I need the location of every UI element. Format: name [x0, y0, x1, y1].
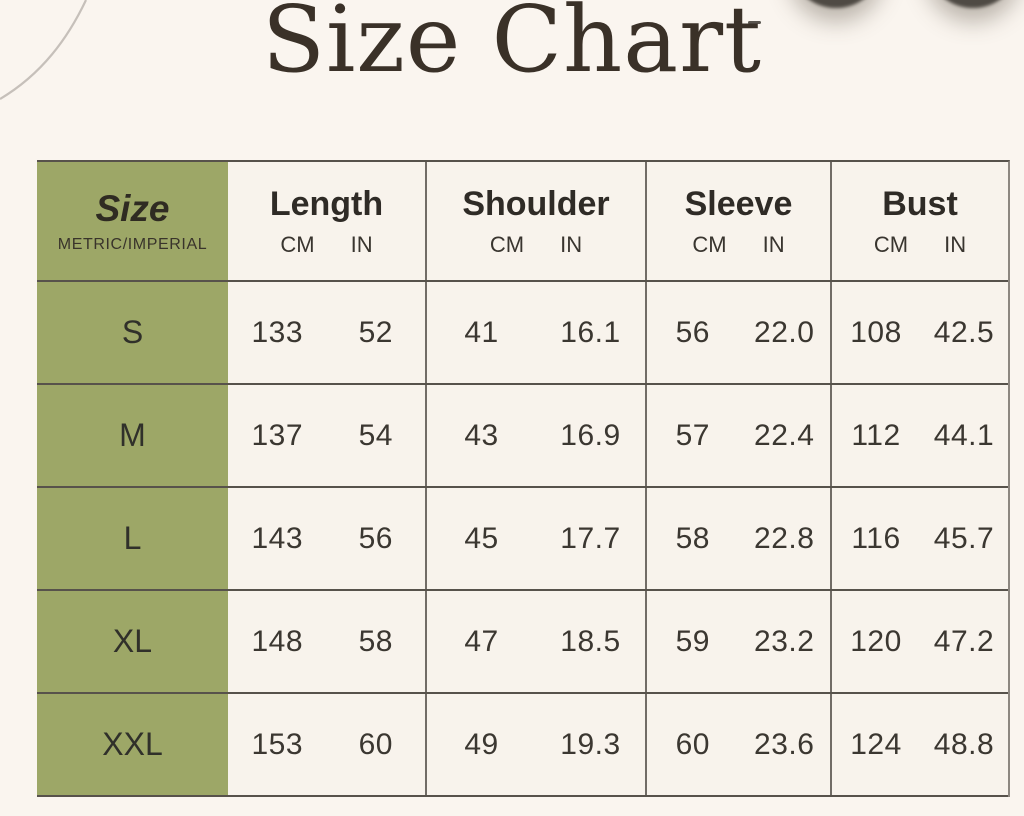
- length-cell: 143 56: [251, 521, 393, 555]
- length-column-header: Length CM IN: [269, 184, 384, 257]
- size-cell: M: [37, 385, 228, 486]
- length-cell: 148 58: [251, 624, 393, 658]
- sleeve-cell: 57 22.4: [645, 385, 830, 486]
- bust-cell: 116 45.7: [830, 488, 1008, 589]
- length-cell: 153 60: [251, 727, 393, 761]
- bust-cell: 120 47.2: [830, 591, 1008, 692]
- shoulder-column-header: Shoulder CM IN: [425, 162, 645, 280]
- table-header-row: Size METRIC/IMPERIAL Length CM IN Should…: [37, 162, 1008, 282]
- shoulder-cell: 41 16.1: [425, 282, 645, 383]
- length-cell: 137 54: [251, 418, 393, 452]
- length-units: CM IN: [280, 231, 373, 257]
- shoulder-cell: 49 19.3: [425, 694, 645, 795]
- sleeve-cell: 58 22.8: [645, 488, 830, 589]
- bust-cell: 108 42.5: [830, 282, 1008, 383]
- shoulder-cell: 43 16.9: [425, 385, 645, 486]
- shoulder-cell: 47 18.5: [425, 591, 645, 692]
- table-row: L 143 56 45 17.7 58 22.8 116 45.7: [37, 488, 1008, 591]
- size-cell: XL: [37, 591, 228, 692]
- table-row: XXL 153 60 49 19.3 60 23.6 124 48.8: [37, 694, 1008, 797]
- size-cell: L: [37, 488, 228, 589]
- decorative-dash: [748, 21, 761, 24]
- shoulder-units: CM IN: [489, 231, 583, 257]
- page-title: Size Chart: [261, 0, 763, 93]
- bust-units: CM IN: [873, 231, 967, 257]
- table-row: S 133 52 41 16.1 56 22.0 108 42.5: [37, 282, 1008, 385]
- corner-curve-decoration: [0, 0, 87, 100]
- sleeve-units: CM IN: [692, 231, 785, 257]
- table-row: XL 148 58 47 18.5 59 23.2 120 47.2: [37, 591, 1008, 694]
- decorative-circle-icon: [925, 0, 1021, 8]
- sleeve-column-header: Sleeve CM IN: [645, 162, 830, 280]
- bust-column-header: Bust CM IN: [830, 162, 1008, 280]
- bust-cell: 112 44.1: [830, 385, 1008, 486]
- length-cell: 133 52: [251, 315, 393, 349]
- table-row: M 137 54 43 16.9 57 22.4 112 44.1: [37, 385, 1008, 488]
- size-column-header: Size METRIC/IMPERIAL: [37, 162, 228, 280]
- sleeve-cell: 60 23.6: [645, 694, 830, 795]
- metric-imperial-label: METRIC/IMPERIAL: [57, 236, 208, 253]
- sleeve-cell: 56 22.0: [645, 282, 830, 383]
- size-header-label: Size: [95, 188, 170, 229]
- size-chart-table: Size METRIC/IMPERIAL Length CM IN Should…: [37, 160, 1010, 797]
- size-cell: S: [37, 282, 228, 383]
- size-cell: XXL: [37, 694, 228, 795]
- bust-cell: 124 48.8: [830, 694, 1008, 795]
- shoulder-cell: 45 17.7: [425, 488, 645, 589]
- sleeve-cell: 59 23.2: [645, 591, 830, 692]
- decorative-circle-icon: [788, 0, 884, 8]
